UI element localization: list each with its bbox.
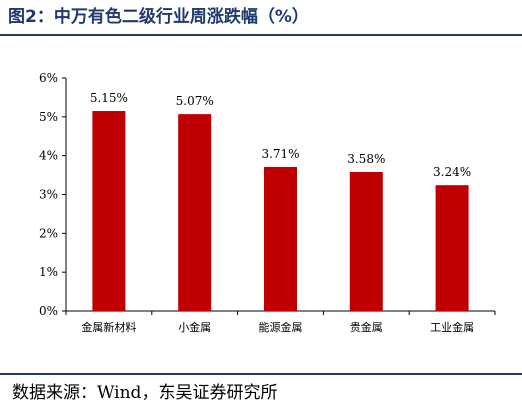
data-label: 3.24% [433,165,471,179]
category-label: 金属新材料 [81,320,136,334]
data-labels: 5.15% 5.07% 3.71% 3.58% 3.24% [90,91,471,179]
data-label: 3.71% [261,147,299,161]
bar [435,185,469,311]
source-divider [0,373,522,375]
category-labels: 金属新材料 小金属 能源金属 贵金属 工业金属 [81,320,474,334]
title-divider [0,34,522,36]
data-label: 5.07% [176,94,214,108]
category-label: 工业金属 [430,320,474,334]
source-note: 数据来源：Wind，东吴证券研究所 [12,383,278,403]
y-tick-label: 4% [39,149,58,163]
y-tick-label: 2% [39,226,58,240]
bar [349,171,383,311]
y-tick-label: 1% [39,265,58,279]
category-label: 小金属 [178,320,211,334]
data-label: 5.15% [90,91,128,105]
bar [178,114,212,312]
y-axis-ticks: 0% 1% 2% 3% 4% 5% 6% [39,71,66,318]
category-label: 能源金属 [259,320,303,334]
y-tick-label: 0% [39,304,58,318]
y-tick-label: 3% [39,188,58,202]
y-tick-label: 6% [39,71,58,85]
data-label: 3.58% [347,152,385,166]
category-label: 贵金属 [350,320,383,334]
figure-title: 图2：中万有色二级行业周涨跌幅（%） [8,7,309,27]
bar-chart: 0% 1% 2% 3% 4% 5% 6% 5.15% 5.07% 3.71% 3.58% 3.24%… [39,71,496,334]
y-tick-label: 5% [39,110,58,124]
bar [264,166,297,311]
bar [92,111,126,311]
bar-series [92,111,469,312]
